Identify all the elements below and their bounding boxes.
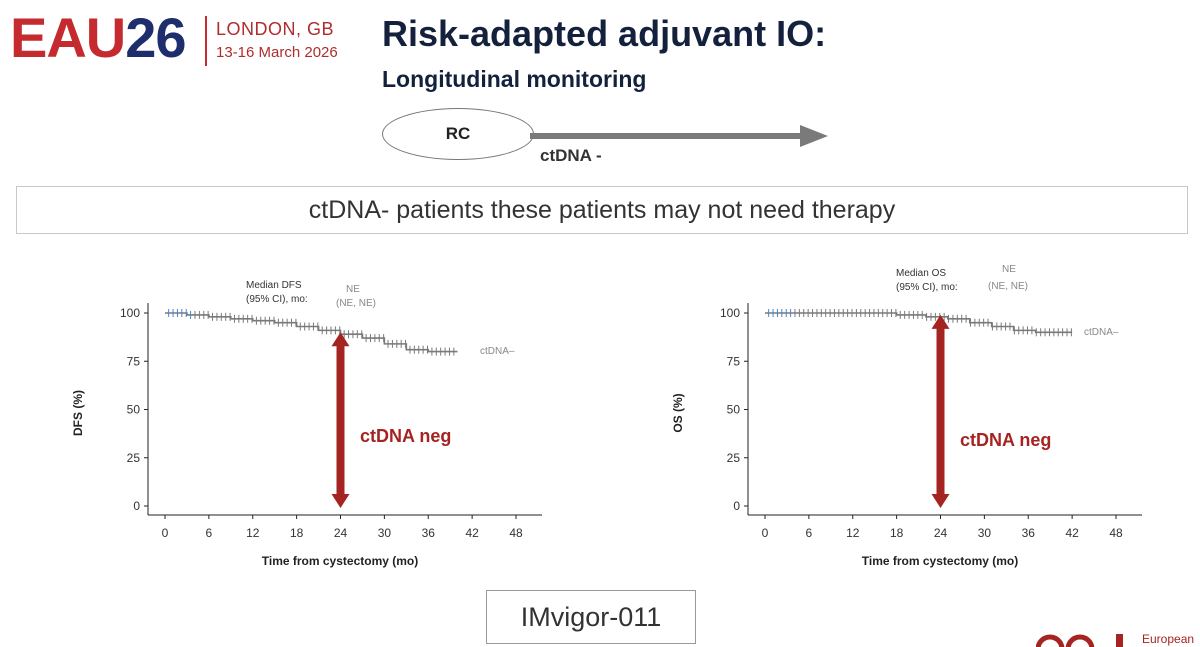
annotation-arrow-head-down xyxy=(331,494,350,508)
y-axis-title: OS (%) xyxy=(671,393,685,432)
flow-arrow-icon xyxy=(530,125,828,147)
ctdna-neg-annotation: ctDNA neg xyxy=(960,430,1051,450)
y-tick-label: 0 xyxy=(733,499,740,513)
x-tick-label: 48 xyxy=(1109,526,1123,540)
x-tick-label: 12 xyxy=(846,526,860,540)
x-tick-label: 36 xyxy=(1022,526,1036,540)
flow-arrow-label: ctDNA - xyxy=(540,146,602,165)
median-label-2: (95% CI), mo: xyxy=(896,282,958,293)
ctdna-neg-annotation: ctDNA neg xyxy=(360,426,451,446)
slide-title: Risk-adapted adjuvant IO: xyxy=(382,13,827,54)
y-tick-label: 25 xyxy=(127,451,141,465)
x-tick-label: 24 xyxy=(334,526,348,540)
rc-node: RC xyxy=(382,108,534,160)
x-tick-label: 0 xyxy=(162,526,169,540)
x-axis-title: Time from cystectomy (mo) xyxy=(262,554,419,568)
y-tick-label: 50 xyxy=(727,403,741,417)
median-value-1: NE xyxy=(1002,264,1016,275)
logo-divider xyxy=(205,16,207,66)
y-tick-label: 50 xyxy=(127,403,141,417)
series-label: ctDNA– xyxy=(480,346,515,357)
annotation-arrow-head-up xyxy=(331,332,350,347)
dfs-chart: Median DFS (95% CI), mo: NE (NE, NE) 0 25… xyxy=(71,280,542,568)
median-label-2: (95% CI), mo: xyxy=(246,294,308,305)
y-tick-label: 25 xyxy=(727,451,741,465)
km-curve xyxy=(765,312,1073,334)
y-tick-label: 0 xyxy=(133,499,140,513)
x-tick-label: 0 xyxy=(762,526,769,540)
eau-org-logo-icon xyxy=(1036,634,1123,647)
y-axis-title: DFS (%) xyxy=(71,390,85,436)
x-tick-label: 48 xyxy=(509,526,523,540)
x-tick-label: 42 xyxy=(1065,526,1079,540)
logo-year-text: 26 xyxy=(125,6,186,69)
trial-name-box: IMvigor-011 xyxy=(486,590,696,644)
x-tick-label: 18 xyxy=(290,526,304,540)
median-value-2: (NE, NE) xyxy=(988,281,1028,292)
y-tick-label: 100 xyxy=(720,306,740,320)
annotation-arrow-shaft xyxy=(336,342,345,498)
org-text: European xyxy=(1142,632,1195,646)
median-label-1: Median OS xyxy=(896,268,946,279)
banner-text: ctDNA- patients these patients may not n… xyxy=(308,195,896,224)
median-value-2: (NE, NE) xyxy=(336,298,376,309)
os-chart: Median OS (95% CI), mo: NE (NE, NE) 0 25 5… xyxy=(671,264,1142,568)
annotation-arrow-head-up xyxy=(931,314,950,329)
x-tick-label: 12 xyxy=(246,526,260,540)
rc-node-label: RC xyxy=(445,124,471,143)
annotation-arrow-shaft xyxy=(936,324,945,498)
logo-date: 13-16 March 2026 xyxy=(216,44,338,61)
y-tick-label: 75 xyxy=(127,354,141,368)
x-tick-label: 6 xyxy=(206,526,213,540)
logo-eau-text: EAU xyxy=(10,6,126,69)
x-tick-label: 6 xyxy=(806,526,813,540)
slide-subtitle: Longitudinal monitoring xyxy=(382,66,647,92)
x-tick-label: 36 xyxy=(422,526,436,540)
x-tick-label: 42 xyxy=(465,526,479,540)
trial-name: IMvigor-011 xyxy=(520,601,662,632)
median-value-1: NE xyxy=(346,284,360,295)
median-label-1: Median DFS xyxy=(246,280,302,291)
y-tick-label: 100 xyxy=(120,306,140,320)
x-tick-label: 18 xyxy=(890,526,904,540)
km-curve xyxy=(165,312,458,353)
x-axis-title: Time from cystectomy (mo) xyxy=(862,554,1019,568)
eau-logo: EAU26 xyxy=(10,6,187,70)
x-tick-label: 24 xyxy=(934,526,948,540)
key-message-banner: ctDNA- patients these patients may not n… xyxy=(16,186,1188,234)
logo-city: LONDON, GB xyxy=(216,19,335,39)
y-tick-label: 75 xyxy=(727,354,741,368)
series-label: ctDNA– xyxy=(1084,327,1119,338)
annotation-arrow-head-down xyxy=(931,494,950,508)
x-tick-label: 30 xyxy=(378,526,392,540)
x-tick-label: 30 xyxy=(978,526,992,540)
